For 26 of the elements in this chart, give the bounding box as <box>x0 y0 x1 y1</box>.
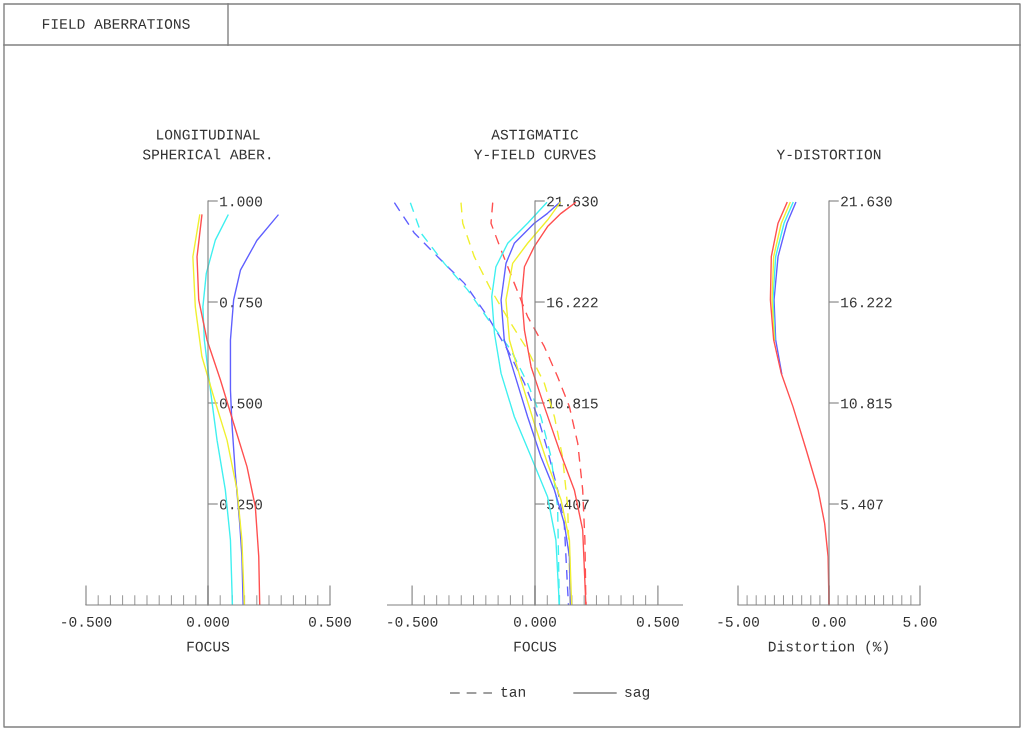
x-tick-label: 0.500 <box>309 616 351 627</box>
x-tick-label: -0.500 <box>62 616 112 627</box>
x-tick-label: -5.00 <box>718 616 759 627</box>
x-tick-label: 0.000 <box>187 616 229 627</box>
y-tick-label: 1.000 <box>220 196 262 207</box>
x-axis-title: FOCUS <box>187 641 230 652</box>
x-tick-label: 0.00 <box>812 616 846 627</box>
x-tick-label: 5.00 <box>903 616 937 627</box>
text: tan <box>501 687 525 697</box>
y-tick-label: 21.630 <box>547 196 598 207</box>
chart-title: LONGITUDINAL SPHERICAl ABER. <box>142 129 271 160</box>
x-tick-label: -0.500 <box>388 616 438 627</box>
y-tick-label: 5.407 <box>841 499 883 510</box>
x-axis-title: FOCUS <box>514 641 557 652</box>
y-tick-label: 10.815 <box>841 398 892 409</box>
x-axis-title: Distortion (%) <box>768 640 888 655</box>
text: sag <box>625 688 650 700</box>
y-tick-label: 16.222 <box>841 297 892 308</box>
chart-title: Y-DISTORTION <box>776 149 881 160</box>
chart-title: ASTIGMATIC Y-FIELD CURVES <box>473 129 596 160</box>
y-tick-label: 21.630 <box>841 196 892 207</box>
text: FIELD ABERRATIONS <box>42 19 190 29</box>
y-tick-label: 16.222 <box>547 297 598 308</box>
line-series <box>196 214 261 605</box>
x-tick-label: 0.000 <box>514 616 556 627</box>
x-tick-label: 0.500 <box>636 616 679 627</box>
